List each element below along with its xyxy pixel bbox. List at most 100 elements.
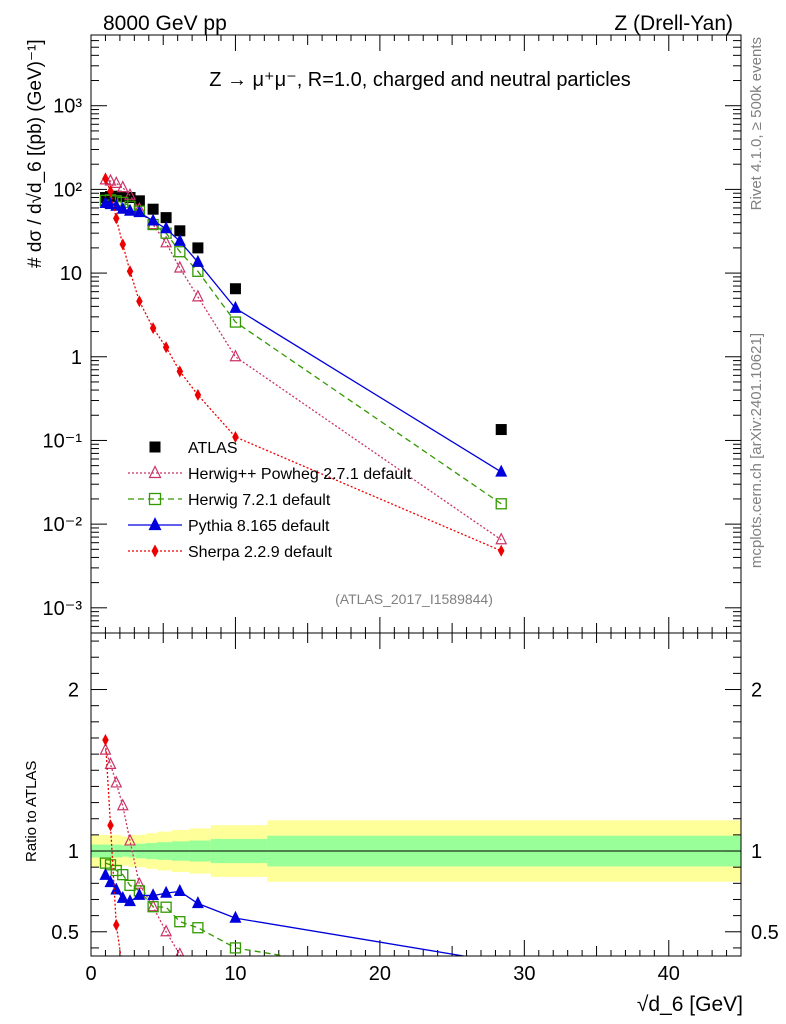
data-point bbox=[149, 322, 157, 335]
data-point bbox=[107, 185, 114, 198]
y-axis-label: # dσ / d√d_6 [(pb) (GeV)⁻¹] bbox=[25, 39, 46, 268]
ratio-y-label: Ratio to ATLAS bbox=[23, 761, 40, 862]
data-point bbox=[232, 430, 239, 443]
ratio-point bbox=[133, 887, 146, 900]
ratio-point bbox=[173, 884, 186, 897]
y-axis-label-text: # dσ / d√d_6 [(pb) (GeV)⁻¹] bbox=[25, 39, 46, 268]
data-point bbox=[124, 192, 136, 204]
ratio-point bbox=[496, 999, 506, 1009]
ratio-point bbox=[174, 916, 186, 928]
legend-marker bbox=[148, 465, 162, 479]
ratio-line bbox=[104, 739, 122, 956]
data-point bbox=[174, 225, 186, 237]
series-3-ratio bbox=[99, 867, 502, 956]
ratio-tick-label-right: 1 bbox=[751, 841, 762, 863]
data-point bbox=[147, 213, 160, 226]
ratio-point bbox=[177, 1003, 184, 1015]
legend-marker bbox=[148, 517, 162, 531]
series-2-ratio bbox=[99, 857, 506, 997]
ratio-line bbox=[104, 874, 468, 956]
ratio-point bbox=[498, 1001, 505, 1013]
legend-label: Herwig++ Powheg 2.7.1 default bbox=[188, 466, 412, 483]
data-point bbox=[160, 221, 173, 234]
main-series bbox=[99, 172, 508, 557]
x-axis-label: √d_6 [GeV] bbox=[637, 993, 743, 1016]
analysis-id: (ATLAS_2017_I1589844) bbox=[335, 591, 493, 607]
data-point bbox=[495, 498, 507, 510]
data-point bbox=[495, 424, 507, 436]
data-point bbox=[191, 254, 204, 267]
ratio-point bbox=[147, 899, 160, 912]
data-point bbox=[173, 260, 186, 273]
data-point bbox=[160, 212, 172, 224]
ratio-point bbox=[191, 896, 204, 909]
y-tick-label: 10 bbox=[60, 263, 82, 285]
series-line bbox=[105, 179, 502, 541]
data-point bbox=[119, 238, 127, 251]
x-tick-label: 0 bbox=[85, 963, 96, 985]
x-tick-label: 40 bbox=[658, 963, 680, 985]
ratio-point bbox=[147, 888, 160, 901]
series-4-ratio bbox=[102, 733, 505, 1016]
data-point bbox=[117, 191, 129, 203]
legend-entry: Pythia 8.165 default bbox=[128, 517, 330, 535]
data-point bbox=[104, 173, 117, 186]
ratio-point bbox=[124, 894, 136, 907]
data-point bbox=[229, 349, 242, 362]
y-tick-label: 1 bbox=[71, 347, 82, 369]
legend-label: ATLAS bbox=[188, 440, 238, 457]
series-line bbox=[105, 202, 502, 473]
data-point bbox=[497, 544, 505, 557]
series-4-main bbox=[102, 172, 505, 557]
legend-entry: Herwig 7.2.1 default bbox=[128, 492, 331, 509]
data-point bbox=[102, 172, 109, 185]
legend-label: Sherpa 2.2.9 default bbox=[188, 544, 333, 561]
rivet-label: Rivet 4.1.0, ≥ 500k events bbox=[748, 37, 765, 210]
ratio-point bbox=[99, 867, 112, 880]
ratio-point bbox=[496, 987, 506, 997]
data-point bbox=[162, 341, 170, 354]
data-point bbox=[160, 235, 173, 248]
data-point bbox=[124, 187, 136, 200]
x-tick-label: 20 bbox=[369, 963, 391, 985]
legend-marker bbox=[151, 544, 159, 558]
data-point bbox=[110, 176, 123, 188]
series-3-main bbox=[99, 196, 508, 477]
header-left: 8000 GeV pp bbox=[103, 12, 227, 35]
data-point bbox=[229, 316, 242, 328]
ratio-point bbox=[104, 875, 117, 888]
data-point bbox=[116, 201, 129, 214]
ratio-point bbox=[116, 798, 129, 811]
ratio-point bbox=[160, 901, 172, 913]
axis-ticks: 0 10 20 30 40 10⁻³ 10⁻² 10⁻¹ 1 10 10² 10³ 0.5 0.5 1 1 2 2 bbox=[43, 34, 779, 985]
y-tick-label: 10³ bbox=[53, 96, 82, 118]
ratio-tick-label-left: 1 bbox=[68, 841, 79, 863]
data-point bbox=[229, 283, 241, 295]
ratio-point bbox=[232, 1004, 239, 1016]
data-point bbox=[176, 365, 184, 378]
legend-entry: Sherpa 2.2.9 default bbox=[128, 544, 333, 561]
ratio-point bbox=[120, 963, 127, 975]
data-point bbox=[191, 289, 204, 302]
series-line bbox=[104, 178, 502, 552]
series-0-main bbox=[99, 190, 507, 436]
x-tick-label: 30 bbox=[513, 963, 535, 985]
legend-marker bbox=[148, 492, 162, 506]
data-point bbox=[495, 464, 508, 477]
header-right: Z (Drell-Yan) bbox=[614, 12, 733, 35]
ratio-series bbox=[99, 733, 506, 1016]
ratio-tick-label-left: 0.5 bbox=[51, 922, 79, 944]
series-2-main bbox=[99, 194, 507, 510]
data-point bbox=[116, 180, 129, 193]
mcplots-label: mcplots.cern.ch [arXiv:2401.10621] bbox=[748, 333, 765, 568]
series-1-ratio bbox=[99, 742, 506, 1009]
ratio-point bbox=[110, 864, 122, 877]
data-point bbox=[174, 246, 186, 258]
plot-title: Z → μ⁺μ⁻, R=1.0, charged and neutral par… bbox=[209, 69, 631, 91]
ratio-frame bbox=[90, 632, 742, 957]
data-point bbox=[229, 300, 242, 313]
ratio-point bbox=[147, 901, 159, 913]
ratio-point bbox=[163, 1002, 170, 1014]
ratio-point bbox=[110, 775, 123, 788]
